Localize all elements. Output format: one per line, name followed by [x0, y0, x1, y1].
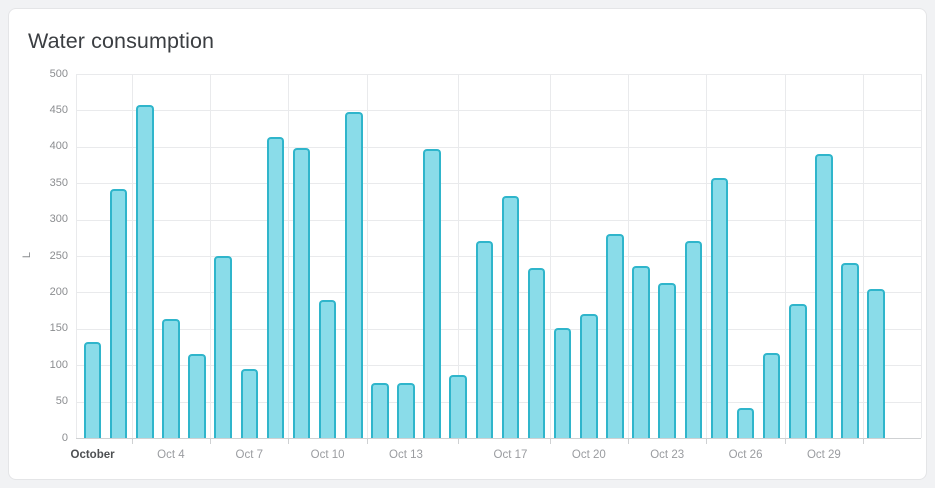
- bar-oct-4[interactable]: [162, 318, 180, 438]
- x-axis-tick: [131, 439, 133, 444]
- x-gridline: [458, 74, 460, 438]
- y-gridline: [76, 256, 921, 257]
- bar-oct-11[interactable]: [345, 111, 363, 438]
- y-tick-label: 0: [61, 431, 68, 444]
- x-tick-label-oct-13: Oct 13: [389, 449, 423, 461]
- bar-oct-12[interactable]: [371, 383, 389, 438]
- y-gridline: [76, 401, 921, 403]
- bar-oct-3[interactable]: [136, 105, 154, 438]
- y-gridline: [76, 74, 921, 75]
- bar-oct-16[interactable]: [475, 241, 494, 438]
- bar-oct-18[interactable]: [527, 268, 546, 438]
- x-gridline: [366, 74, 368, 438]
- x-tick-label-oct-29: Oct 29: [806, 449, 841, 461]
- x-axis-tick: [706, 439, 708, 444]
- bar-oct-26[interactable]: [736, 408, 755, 438]
- x-axis-tick: [549, 439, 551, 444]
- bar-oct-9[interactable]: [292, 147, 311, 438]
- x-tick-label-oct-17: Oct 17: [493, 449, 528, 461]
- bar-oct-5[interactable]: [188, 354, 206, 438]
- bar-oct-30[interactable]: [841, 263, 859, 438]
- y-tick-label: 150: [49, 322, 68, 335]
- bar-oct-14[interactable]: [423, 148, 441, 438]
- y-tick-label: 300: [49, 213, 68, 226]
- x-axis-tick: [628, 439, 630, 444]
- bar-oct-27[interactable]: [762, 352, 781, 438]
- bar-oct-1[interactable]: [83, 341, 102, 438]
- plot-boundary-line: [921, 74, 922, 438]
- bar-oct-10[interactable]: [318, 300, 337, 438]
- x-tick-label-oct-23: Oct 23: [650, 449, 685, 461]
- x-gridline: [288, 74, 290, 438]
- bar-oct-24[interactable]: [684, 240, 703, 438]
- y-tick-label: 250: [49, 249, 68, 262]
- x-gridline: [863, 74, 865, 438]
- x-axis-tick: [863, 439, 865, 444]
- y-tick-label: 100: [49, 358, 68, 371]
- bar-oct-29[interactable]: [815, 154, 833, 438]
- y-gridline: [76, 365, 921, 367]
- bar-oct-23[interactable]: [658, 282, 676, 438]
- x-tick-label-oct-20: Oct 20: [571, 449, 606, 461]
- bar-oct-8[interactable]: [266, 136, 285, 438]
- y-tick-label: 50: [55, 395, 68, 408]
- x-gridline: [131, 74, 133, 438]
- bar-oct-21[interactable]: [606, 234, 624, 438]
- bar-oct-22[interactable]: [632, 266, 650, 438]
- x-axis-tick: [288, 439, 290, 444]
- x-tick-label-oct-4: Oct 4: [157, 449, 185, 461]
- bar-oct-2[interactable]: [109, 189, 128, 438]
- y-gridline: [76, 183, 921, 185]
- x-axis-tick: [210, 439, 212, 444]
- bar-oct-20[interactable]: [580, 314, 598, 438]
- water-consumption-card: Water consumption 0 50 100 150 200 250 300 350 4…: [8, 8, 927, 480]
- bar-oct-13[interactable]: [397, 382, 415, 438]
- x-gridline: [549, 74, 551, 438]
- x-tick-label-oct-26: Oct 26: [728, 449, 763, 461]
- y-gridline: [76, 110, 921, 112]
- y-gridline: [76, 146, 921, 148]
- x-gridline: [784, 74, 786, 438]
- x-axis-tick: [784, 439, 786, 444]
- bar-chart: 0 50 100 150 200 250 300 350 400 450 500 October Oct…: [9, 9, 926, 479]
- x-axis-tick: [366, 439, 368, 444]
- y-gridline: [76, 292, 921, 294]
- bar-oct-15[interactable]: [449, 375, 467, 438]
- y-tick-label: 200: [49, 285, 68, 298]
- x-axis-line: [76, 438, 921, 439]
- y-tick-label: 350: [49, 176, 68, 189]
- x-axis-tick: [458, 439, 460, 444]
- x-gridline: [706, 74, 708, 438]
- y-gridline: [76, 328, 921, 330]
- chart-title: Water consumption: [28, 29, 215, 53]
- bar-oct-17[interactable]: [501, 196, 520, 438]
- y-tick-label: 400: [49, 140, 68, 153]
- x-tick-label-october: October: [70, 449, 115, 461]
- bar-oct-25[interactable]: [710, 178, 729, 438]
- x-gridline: [628, 74, 630, 438]
- y-tick-label: 450: [49, 103, 68, 116]
- bar-oct-6[interactable]: [214, 256, 232, 438]
- bar-oct-31[interactable]: [867, 288, 885, 438]
- y-gridline: [76, 219, 921, 221]
- plot-boundary-line: [76, 74, 77, 438]
- x-tick-label-oct-10: Oct 10: [310, 449, 345, 461]
- bar-oct-28[interactable]: [789, 304, 807, 438]
- bar-oct-7[interactable]: [240, 368, 259, 438]
- x-tick-label-oct-7: Oct 7: [235, 449, 263, 461]
- bar-oct-19[interactable]: [553, 328, 572, 438]
- y-axis-title: L: [21, 251, 34, 259]
- y-tick-label: 500: [49, 67, 68, 80]
- x-gridline: [210, 74, 212, 438]
